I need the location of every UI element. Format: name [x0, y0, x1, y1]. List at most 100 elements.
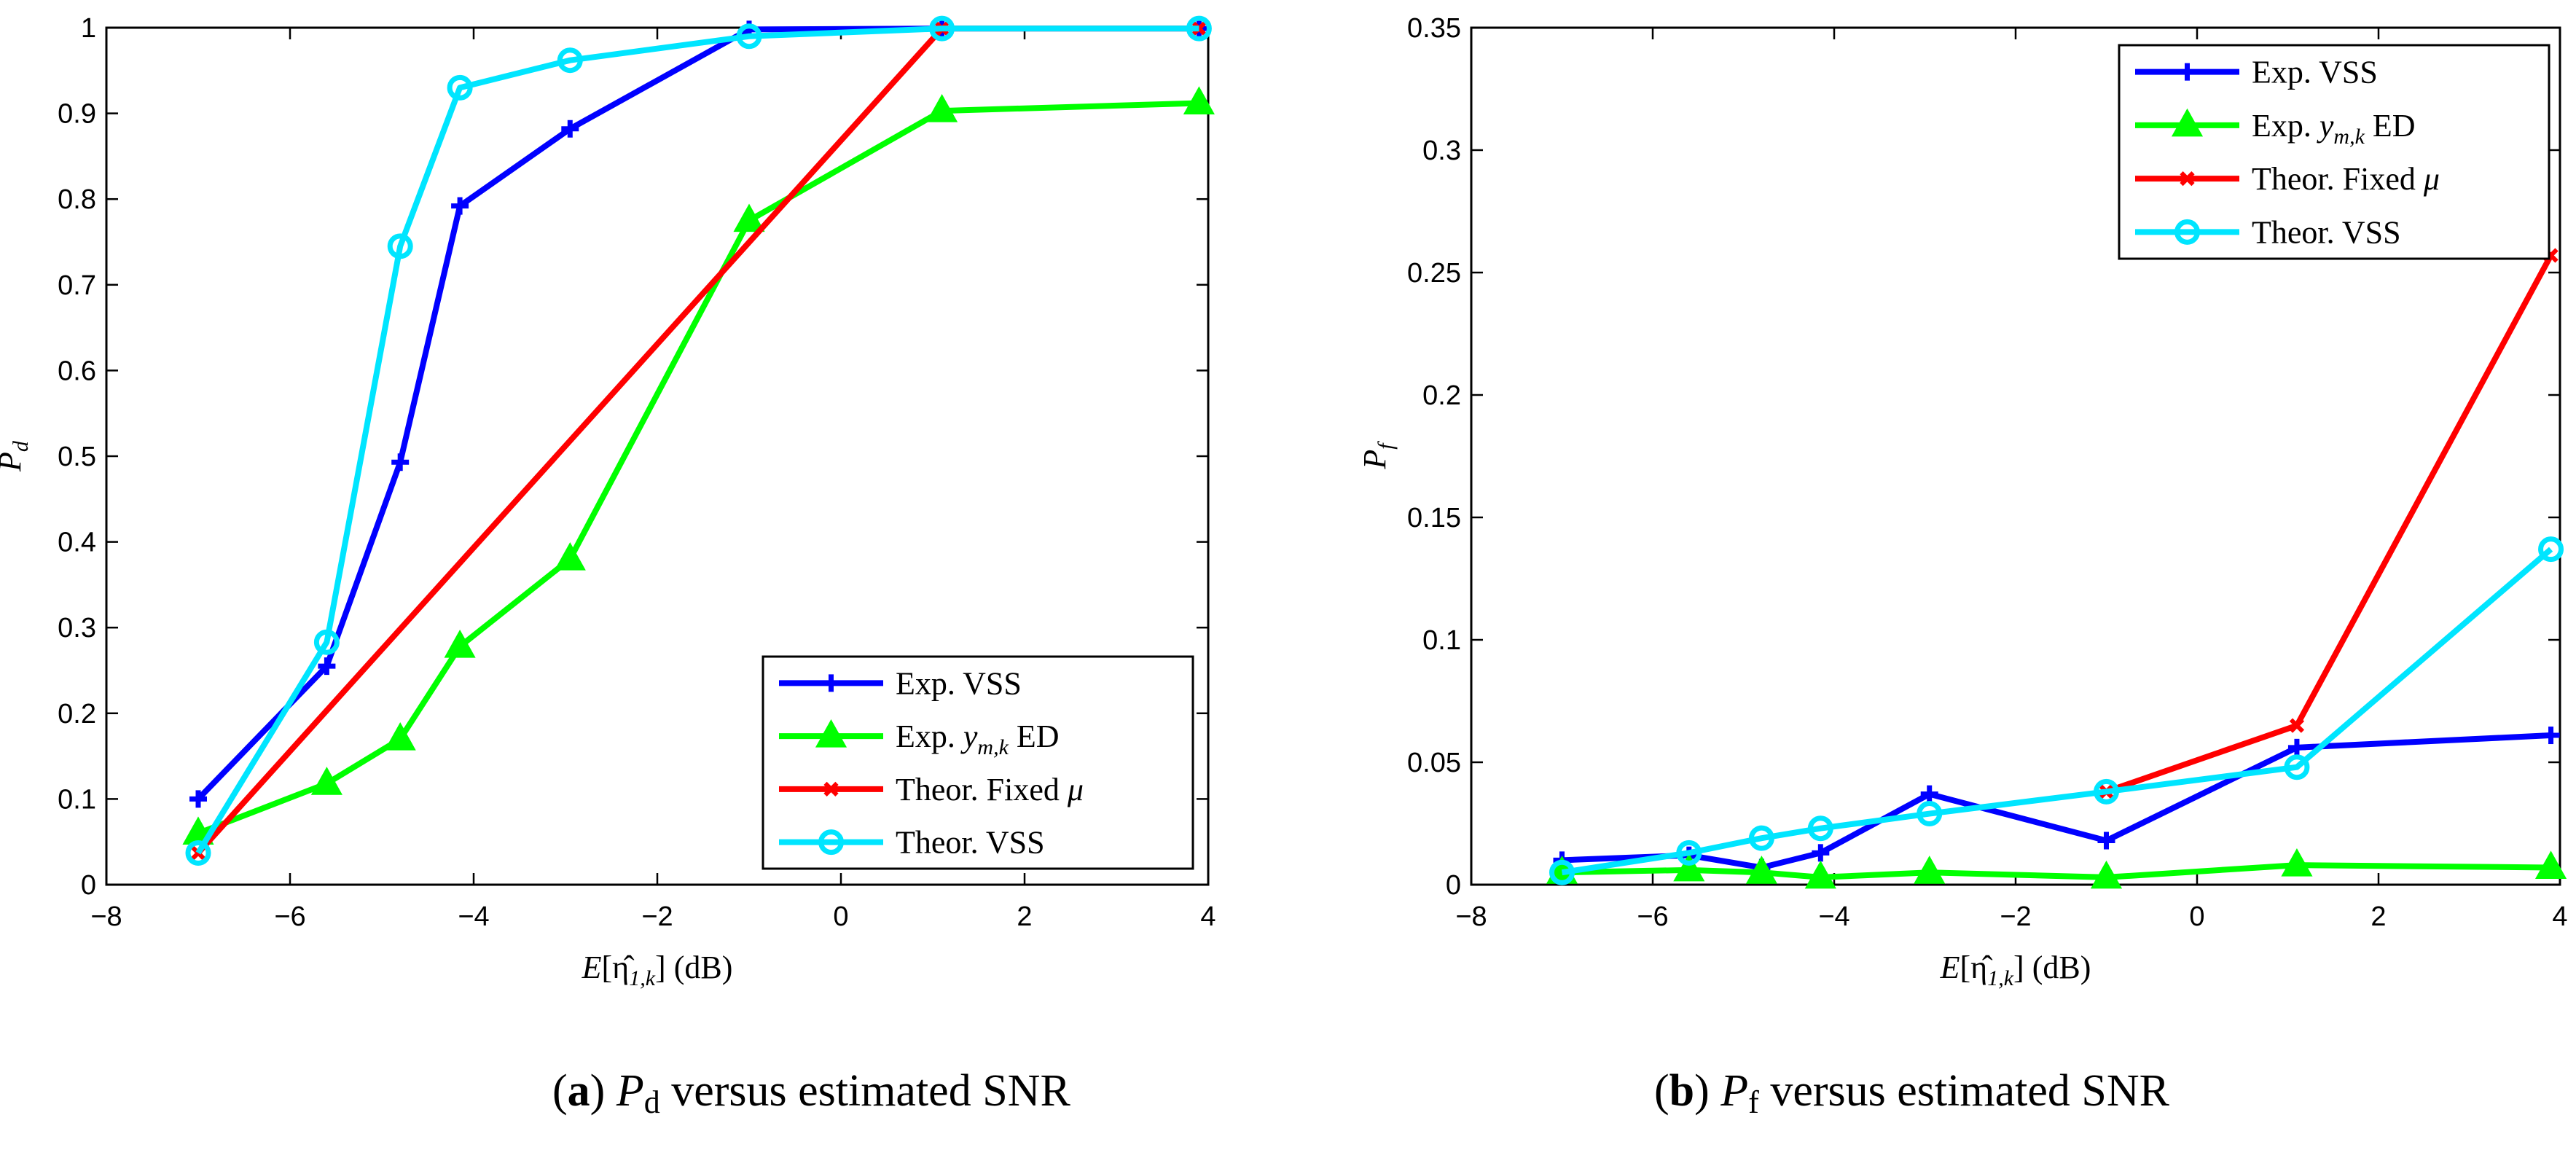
y-tick-label: 0.3 — [1422, 136, 1461, 166]
caption-a-letter: a — [567, 1066, 590, 1116]
y-tick-label: 0.1 — [1422, 625, 1461, 656]
legend-label: Exp. ym,k ED — [2252, 108, 2416, 149]
y-tick-label: 0.9 — [58, 99, 96, 130]
data-point — [2534, 850, 2567, 879]
data-point — [1183, 86, 1215, 114]
x-tick-label: 2 — [2371, 901, 2386, 932]
data-point — [1920, 785, 1938, 803]
y-tick-label: 0 — [1446, 870, 1461, 901]
data-point — [2287, 738, 2306, 756]
data-point — [447, 74, 473, 101]
data-point — [2281, 848, 2313, 877]
chart-pd: −8 −6 −4 −2 0 2 4 0 0.1 0.2 0.3 0.4 0.5 0.6 0.7 0.8 0.9 1… — [0, 13, 1216, 990]
x-axis-label: E[η̂1,k] (dB) — [1940, 950, 2091, 990]
data-point — [1676, 840, 1702, 866]
x-tick-label: 4 — [2552, 901, 2567, 932]
x-tick-label: 2 — [1017, 901, 1032, 932]
data-point — [2097, 831, 2115, 850]
data-point — [1804, 860, 1836, 889]
x-tick-label: −8 — [1455, 901, 1487, 932]
data-point — [310, 767, 342, 795]
data-point — [733, 203, 765, 232]
data-point — [1549, 859, 1575, 885]
data-point — [1748, 825, 1774, 851]
data-point — [189, 790, 207, 808]
legend: Exp. VSS Exp. ym,k ED Theor. Fixed μ Theor.… — [2118, 44, 2550, 260]
y-tick-label: 0.5 — [58, 442, 96, 472]
y-tick-label: 0.7 — [58, 270, 96, 301]
data-point — [2284, 754, 2310, 780]
y-tick-label: 0.05 — [1407, 748, 1461, 778]
y-tick-label: 0.2 — [58, 699, 96, 729]
x-tick-label: −6 — [274, 901, 305, 932]
x-tick-label: 0 — [833, 901, 848, 932]
x-tick-label: −8 — [90, 901, 122, 932]
data-point — [1917, 801, 1943, 827]
data-point — [451, 197, 469, 215]
legend-marker — [2171, 108, 2204, 137]
data-point — [2289, 718, 2305, 733]
legend-marker — [815, 719, 847, 748]
y-tick-label: 0.1 — [58, 784, 96, 815]
y-tick-label: 0.8 — [58, 184, 96, 215]
legend-marker — [822, 674, 840, 692]
data-point — [2094, 778, 2119, 805]
y-tick-label: 0.4 — [58, 528, 96, 558]
data-point — [929, 15, 955, 42]
series-line-1 — [1562, 862, 2551, 880]
caption-a-symbol: P — [616, 1066, 644, 1116]
legend-marker — [2174, 219, 2200, 245]
data-point — [561, 120, 579, 138]
caption-a: (a) Pd versus estimated SNR — [552, 1066, 1070, 1120]
legend-label: Exp. VSS — [2252, 55, 2378, 90]
legend-marker — [2178, 63, 2196, 81]
data-point — [2538, 536, 2564, 563]
y-tick-label: 0.25 — [1407, 258, 1461, 289]
data-point — [444, 629, 476, 658]
data-point — [185, 840, 211, 866]
caption-b-sub: f — [1748, 1084, 1759, 1120]
caption-b-text: versus estimated SNR — [1770, 1066, 2169, 1116]
data-point — [1914, 856, 1946, 884]
x-tick-label: −2 — [2000, 901, 2031, 932]
chart-pf: −8 −6 −4 −2 0 2 4 0 0.05 0.1 0.15 0.2 0.25 0.3 0.35 E[η… — [1357, 13, 2568, 990]
y-tick-label: 0.3 — [58, 613, 96, 643]
legend-label: Theor. VSS — [2252, 214, 2401, 250]
y-tick-label: 0 — [81, 870, 96, 901]
caption-b-symbol: P — [1720, 1066, 1749, 1116]
data-point — [1186, 15, 1212, 42]
x-axis-label: E[η̂1,k] (dB) — [582, 950, 733, 990]
legend-marker — [818, 829, 844, 856]
y-tick-label: 0.35 — [1407, 13, 1461, 44]
y-axis-label: Pd — [0, 440, 33, 472]
caption-a-text: versus estimated SNR — [671, 1066, 1070, 1116]
x-tick-label: −6 — [1637, 901, 1668, 932]
y-tick-label: 1 — [81, 13, 96, 44]
x-tick-label: −4 — [458, 901, 489, 932]
data-point — [318, 657, 336, 676]
data-point — [387, 233, 413, 259]
data-point — [391, 453, 410, 471]
y-tick-label: 0.15 — [1407, 503, 1461, 533]
data-point — [2542, 727, 2560, 745]
legend-label: Exp. VSS — [896, 665, 1022, 701]
data-point — [1745, 856, 1777, 884]
legend-marker — [2180, 171, 2195, 187]
caption-a-sub: d — [643, 1084, 660, 1120]
data-point — [2090, 860, 2123, 889]
data-point — [736, 23, 762, 50]
x-tick-label: −4 — [1818, 901, 1849, 932]
series-line-3 — [195, 26, 1199, 855]
legend-marker — [823, 781, 839, 797]
x-tick-label: −2 — [641, 901, 673, 932]
data-point — [1807, 815, 1833, 842]
y-tick-label: 0.6 — [58, 356, 96, 386]
y-tick-label: 0.2 — [1422, 380, 1461, 411]
legend-label: Exp. ym,k ED — [896, 719, 1060, 759]
data-point — [554, 542, 586, 571]
data-point — [313, 629, 340, 655]
y-axis-label: Pf — [1357, 441, 1398, 470]
data-point — [1812, 844, 1830, 862]
caption-b: (b) Pf versus estimated SNR — [1654, 1066, 2169, 1120]
